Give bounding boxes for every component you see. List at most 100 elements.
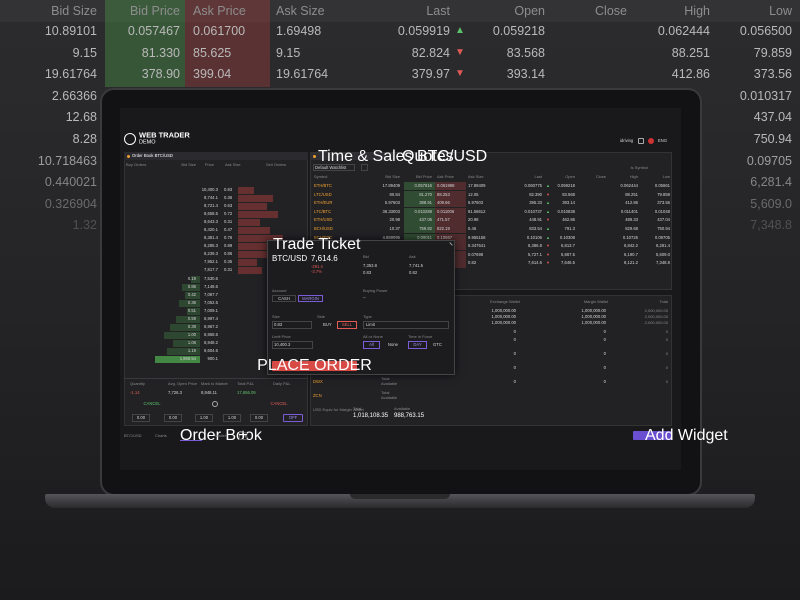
- cell: 10.718463: [37, 153, 97, 168]
- wallet-cell: 0: [513, 350, 516, 356]
- ask-price: 8,420.1: [204, 226, 218, 232]
- cancel-button[interactable]: CANCEL: [270, 400, 288, 406]
- place-order-button[interactable]: [272, 361, 357, 371]
- language[interactable]: ENG: [658, 137, 668, 143]
- bid-depth-bar: [191, 275, 200, 283]
- ask-price: 8,643.3: [204, 218, 218, 224]
- ask-cell-tint: [435, 225, 466, 234]
- stepper[interactable]: [195, 414, 213, 422]
- type-select[interactable]: [363, 321, 449, 329]
- aon-option[interactable]: None: [388, 341, 399, 347]
- stepper[interactable]: [250, 414, 268, 422]
- place-order-label[interactable]: PLACE ORDER: [257, 357, 372, 374]
- add-tab-button[interactable]: [239, 432, 247, 440]
- cell: 379.97: [411, 66, 450, 81]
- tif-option[interactable]: GTC: [433, 341, 442, 347]
- cell: 395.33: [529, 200, 542, 206]
- watchlist-select[interactable]: Default Watchlist: [315, 164, 347, 170]
- wallet-cell: 0: [513, 364, 516, 370]
- cell: 19.61764: [44, 66, 97, 81]
- cell: 6,842.2: [624, 243, 638, 249]
- add-tab[interactable]: +: [238, 427, 248, 444]
- trend-arrow: ▼: [455, 46, 465, 58]
- stepper[interactable]: [132, 414, 150, 422]
- add-widget-label[interactable]: Add Widget: [645, 426, 728, 444]
- cell: 388.91: [419, 200, 432, 206]
- cell: 489.33: [625, 217, 638, 223]
- cell: 0.011401: [620, 208, 638, 214]
- available-label: Available: [394, 406, 411, 411]
- toggle[interactable]: [212, 401, 218, 407]
- bid-size: 1,969.54: [179, 355, 196, 361]
- aon-option[interactable]: All: [369, 341, 374, 347]
- size-input[interactable]: [272, 321, 312, 329]
- sell-option[interactable]: SELL: [341, 321, 353, 327]
- bid-cell-tint: [404, 190, 435, 199]
- cell: 448.91: [529, 217, 542, 223]
- bottom-tab[interactable]: Charts: [155, 433, 167, 438]
- ask-price: 8,658.5: [204, 210, 218, 216]
- margin-button[interactable]: [298, 295, 323, 302]
- tif-option[interactable]: DAY: [413, 341, 422, 347]
- cell: 5.46: [468, 225, 477, 231]
- bid-price: 7,052.5: [204, 299, 218, 305]
- cell: 9.15: [276, 45, 301, 60]
- cell: 79.859: [753, 45, 792, 60]
- column-header: Ask Size: [225, 162, 241, 167]
- column-header: Bid Size: [181, 162, 196, 167]
- cell: 0.010317: [739, 88, 792, 103]
- cell: 12.05: [468, 191, 479, 197]
- ask-depth-bar: [238, 210, 278, 218]
- column-header: Ask Size: [276, 3, 325, 18]
- toggle-label[interactable]: OFF: [288, 414, 298, 420]
- tab[interactable]: Time & Sales BTC/USD: [318, 147, 488, 165]
- total-label: Total: [353, 406, 362, 411]
- day-button[interactable]: [408, 341, 427, 349]
- tab[interactable]: Quotes: [402, 147, 454, 165]
- bid-label: Bid: [363, 254, 369, 259]
- wallet-cell: 0: [603, 364, 606, 370]
- active-tab-underline: [180, 439, 202, 441]
- tab-active[interactable]: [311, 153, 393, 160]
- bid-cell-tint: [404, 225, 435, 234]
- type-select[interactable]: Limit: [366, 321, 375, 327]
- margin-option[interactable]: MARGIN: [302, 295, 319, 301]
- cell: 0.01048: [654, 208, 670, 214]
- cell: 2.66366: [51, 88, 97, 103]
- stepper[interactable]: [223, 414, 241, 422]
- cell: 412.86: [671, 66, 710, 81]
- column-header: Low: [769, 3, 792, 18]
- buy-option[interactable]: BUY: [323, 321, 332, 327]
- bottom-tab[interactable]: BTC/USD: [124, 433, 142, 438]
- cell: 829.68: [625, 225, 638, 231]
- title-dot: [127, 154, 130, 158]
- stepper[interactable]: [164, 414, 182, 422]
- cash-option[interactable]: CASH: [278, 295, 290, 301]
- cell: 0.057616: [414, 182, 432, 188]
- ask-depth-bar: [238, 186, 254, 194]
- ask-depth-bar: [238, 218, 261, 226]
- add-widget-button[interactable]: [633, 431, 672, 440]
- trend-arrow: ▼: [546, 260, 550, 266]
- bottom-tab[interactable]: Wallet: [215, 433, 226, 438]
- position-divider: [124, 378, 308, 379]
- add-watchlist[interactable]: [361, 164, 368, 171]
- cell: 373.56: [753, 66, 792, 81]
- bid-price: 900.1: [207, 355, 218, 361]
- watchlist-select[interactable]: [313, 164, 355, 171]
- all-button[interactable]: [363, 341, 380, 349]
- size-input[interactable]: 0.83: [274, 321, 283, 327]
- wallet-cell: 0: [665, 337, 668, 342]
- cell: 9.955158: [468, 234, 486, 240]
- bid-cell-tint: [404, 207, 435, 216]
- limit-input[interactable]: [272, 341, 313, 349]
- sell-button[interactable]: [337, 321, 357, 329]
- cancel-button[interactable]: CANCEL: [143, 400, 161, 406]
- limit-input[interactable]: 10,400.3: [274, 341, 291, 347]
- cell: 81.58612: [468, 208, 486, 214]
- cash-button[interactable]: [272, 295, 296, 302]
- column-header: Bid Price: [415, 174, 432, 179]
- toggle-button[interactable]: [283, 414, 303, 422]
- symbol: LTC/USD: [314, 191, 332, 197]
- symbol-search[interactable]: Is Symbol: [630, 164, 648, 170]
